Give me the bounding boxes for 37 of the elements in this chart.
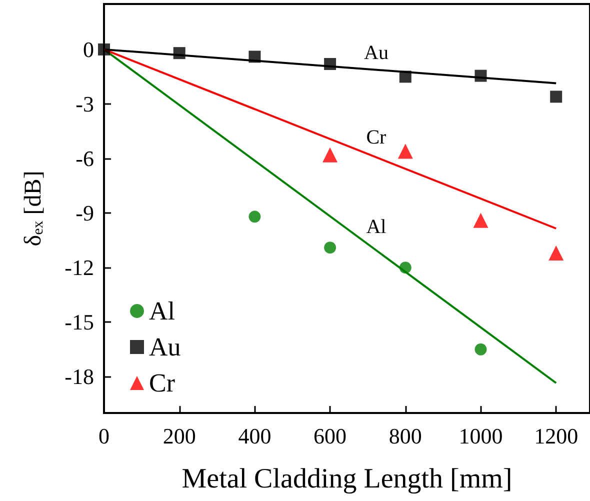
point [399,262,412,274]
point [398,144,413,159]
series-label: Al [366,216,387,238]
y-tick-label: -9 [76,200,94,226]
series-label: Au [364,42,388,64]
point [322,147,338,162]
y-tick-label: -18 [64,364,94,390]
x-tick-label: 400 [238,424,272,448]
legend-label: Cr [149,368,176,398]
x-axis-title: Metal Cladding Length [mm] [182,464,512,494]
y-tick-label: 0 [83,36,94,62]
point [473,212,488,228]
series-label: Cr [366,126,387,148]
point [248,210,261,223]
x-tick-label: 600 [314,424,347,448]
legend-label: Al [149,296,175,326]
y-tick-label: -12 [64,255,94,280]
y-tick-label: -6 [76,146,94,172]
point [248,50,261,63]
point [324,242,336,254]
point [173,47,186,60]
x-tick-label: 0 [98,424,110,448]
x-tick-label: 200 [162,424,196,448]
point [550,90,562,103]
y-tick-label: -15 [64,310,94,335]
point [324,58,336,70]
point [474,343,487,356]
x-tick-label: 1000 [458,424,503,448]
y-axis-title: δex [dB] [20,170,46,246]
point [474,70,487,82]
x-tick-label: 800 [388,424,422,448]
x-tick-label: 1200 [534,424,578,448]
y-tick-label: -3 [76,91,94,116]
point [98,43,110,56]
point [548,246,564,261]
legend-label: Au [149,332,181,362]
point [399,70,412,83]
